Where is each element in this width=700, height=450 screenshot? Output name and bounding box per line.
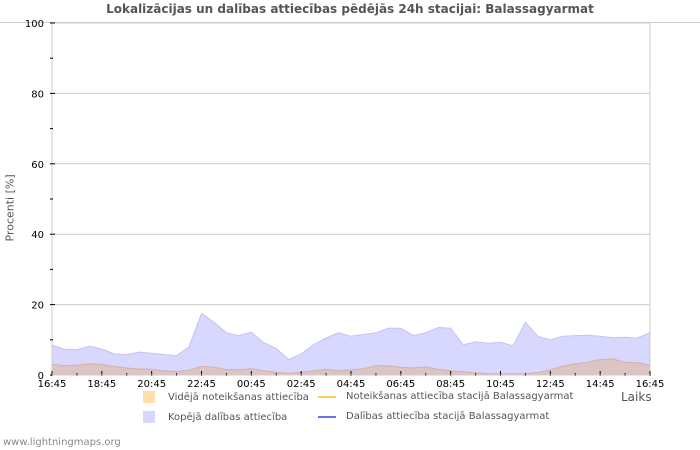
x-tick-label: 20:45 [137,379,166,390]
x-tick-label: 08:45 [436,379,465,390]
participation-area [51,312,651,376]
x-tick-label: 18:45 [87,379,116,390]
y-tick-label: 100 [25,19,44,30]
legend-line-icon [318,395,336,398]
x-tick-label: 16:45 [636,379,665,390]
x-tick-label: 22:45 [187,379,216,390]
grid-lines [52,22,650,306]
x-axis-label: Laiks [621,390,652,404]
y-axis-label: Procenti [%] [3,174,17,242]
x-tick-label: 00:45 [237,379,266,390]
x-tick-label: 02:45 [287,379,316,390]
legend-line-icon [318,415,336,418]
x-axis: 16:45 18:45 20:45 22:45 00:45 02:45 04:45 06:45… [38,371,665,390]
legend-label: Dalības attiecība stacijā Balassagyarmat [346,411,550,422]
plot-frame [51,22,651,375]
legend-swatch-icon [143,411,155,423]
chart-title: Lokalizācijas un dalības attiecības pēdē… [106,2,594,16]
legend-label: Kopējā dalības attiecība [168,411,288,423]
y-tick-label: 60 [31,160,44,171]
legend-label: Vidējā noteikšanas attiecība [168,391,309,403]
legend-item-avg-detection: Vidējā noteikšanas attiecība [143,391,309,403]
y-tick-label: 40 [31,230,44,241]
x-tick-label: 14:45 [586,379,615,390]
x-tick-label: 06:45 [386,379,415,390]
legend-item-station-participation: Dalības attiecība stacijā Balassagyarmat [318,411,549,422]
y-axis: 0 20 40 60 80 100 [25,19,55,382]
site-credit: www.lightningmaps.org [3,437,121,448]
legend-item-total-participation: Kopējā dalības attiecība [143,411,287,423]
x-tick-label: 04:45 [337,379,366,390]
legend-swatch-icon [143,391,155,403]
legend-item-station-detection: Noteikšanas attiecība stacijā Balassagya… [318,391,573,402]
y-tick-label: 20 [31,301,44,312]
x-tick-label: 16:45 [38,379,67,390]
legend-label: Noteikšanas attiecība stacijā Balassagya… [346,391,574,402]
y-tick-label: 0 [38,371,44,382]
y-tick-label: 80 [31,89,44,100]
detection-area [51,358,651,376]
x-tick-label: 10:45 [486,379,515,390]
x-tick-label: 12:45 [536,379,565,390]
